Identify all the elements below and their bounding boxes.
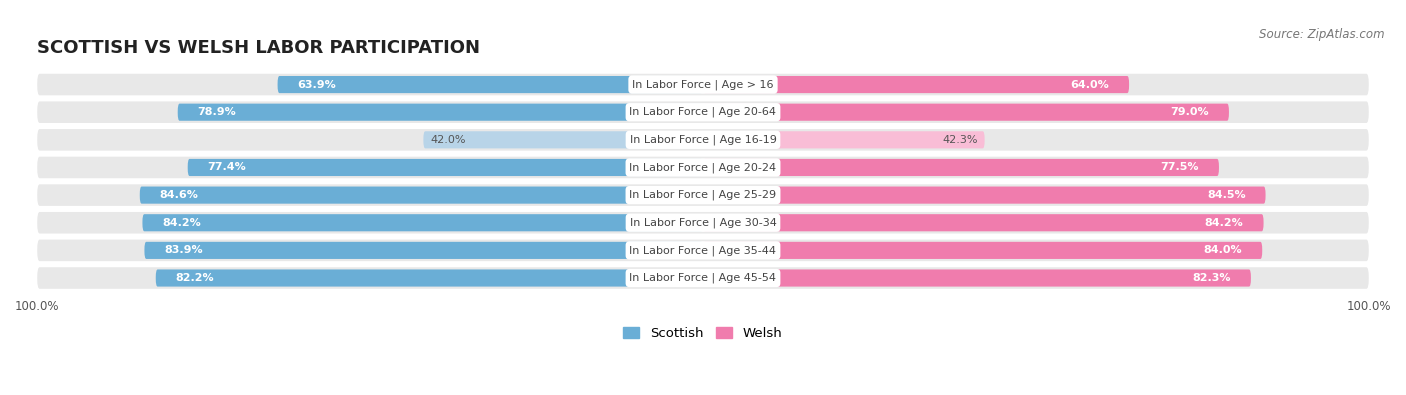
Text: 79.0%: 79.0%	[1170, 107, 1209, 117]
Text: 82.2%: 82.2%	[176, 273, 214, 283]
Text: 42.0%: 42.0%	[430, 135, 465, 145]
FancyBboxPatch shape	[703, 103, 1229, 121]
FancyBboxPatch shape	[703, 159, 1219, 176]
Text: 77.4%: 77.4%	[208, 162, 246, 173]
Text: 84.2%: 84.2%	[163, 218, 201, 228]
Text: 64.0%: 64.0%	[1070, 79, 1109, 90]
Text: In Labor Force | Age 35-44: In Labor Force | Age 35-44	[630, 245, 776, 256]
Text: 63.9%: 63.9%	[298, 79, 336, 90]
FancyBboxPatch shape	[703, 269, 1251, 287]
FancyBboxPatch shape	[177, 103, 703, 121]
FancyBboxPatch shape	[188, 159, 703, 176]
Text: In Labor Force | Age 30-34: In Labor Force | Age 30-34	[630, 218, 776, 228]
FancyBboxPatch shape	[703, 214, 1264, 231]
FancyBboxPatch shape	[37, 129, 1369, 150]
Text: In Labor Force | Age > 16: In Labor Force | Age > 16	[633, 79, 773, 90]
Legend: Scottish, Welsh: Scottish, Welsh	[623, 327, 783, 340]
Text: 42.3%: 42.3%	[942, 135, 979, 145]
Text: 82.3%: 82.3%	[1192, 273, 1230, 283]
FancyBboxPatch shape	[37, 212, 1369, 233]
FancyBboxPatch shape	[703, 186, 1265, 204]
Text: In Labor Force | Age 20-64: In Labor Force | Age 20-64	[630, 107, 776, 117]
FancyBboxPatch shape	[142, 214, 703, 231]
FancyBboxPatch shape	[703, 131, 984, 149]
FancyBboxPatch shape	[37, 102, 1369, 123]
FancyBboxPatch shape	[156, 269, 703, 287]
FancyBboxPatch shape	[37, 184, 1369, 206]
Text: In Labor Force | Age 25-29: In Labor Force | Age 25-29	[630, 190, 776, 200]
FancyBboxPatch shape	[37, 74, 1369, 95]
Text: SCOTTISH VS WELSH LABOR PARTICIPATION: SCOTTISH VS WELSH LABOR PARTICIPATION	[37, 39, 481, 57]
Text: In Labor Force | Age 45-54: In Labor Force | Age 45-54	[630, 273, 776, 283]
Text: 78.9%: 78.9%	[198, 107, 236, 117]
Text: 84.0%: 84.0%	[1204, 245, 1243, 256]
FancyBboxPatch shape	[37, 157, 1369, 178]
FancyBboxPatch shape	[703, 76, 1129, 93]
FancyBboxPatch shape	[139, 186, 703, 204]
FancyBboxPatch shape	[703, 242, 1263, 259]
FancyBboxPatch shape	[37, 267, 1369, 289]
FancyBboxPatch shape	[37, 240, 1369, 261]
FancyBboxPatch shape	[145, 242, 703, 259]
Text: 84.5%: 84.5%	[1206, 190, 1246, 200]
FancyBboxPatch shape	[277, 76, 703, 93]
Text: 84.2%: 84.2%	[1205, 218, 1243, 228]
Text: In Labor Force | Age 20-24: In Labor Force | Age 20-24	[630, 162, 776, 173]
Text: Source: ZipAtlas.com: Source: ZipAtlas.com	[1260, 28, 1385, 41]
FancyBboxPatch shape	[423, 131, 703, 149]
Text: 77.5%: 77.5%	[1160, 162, 1199, 173]
Text: 83.9%: 83.9%	[165, 245, 202, 256]
Text: In Labor Force | Age 16-19: In Labor Force | Age 16-19	[630, 135, 776, 145]
Text: 84.6%: 84.6%	[160, 190, 198, 200]
